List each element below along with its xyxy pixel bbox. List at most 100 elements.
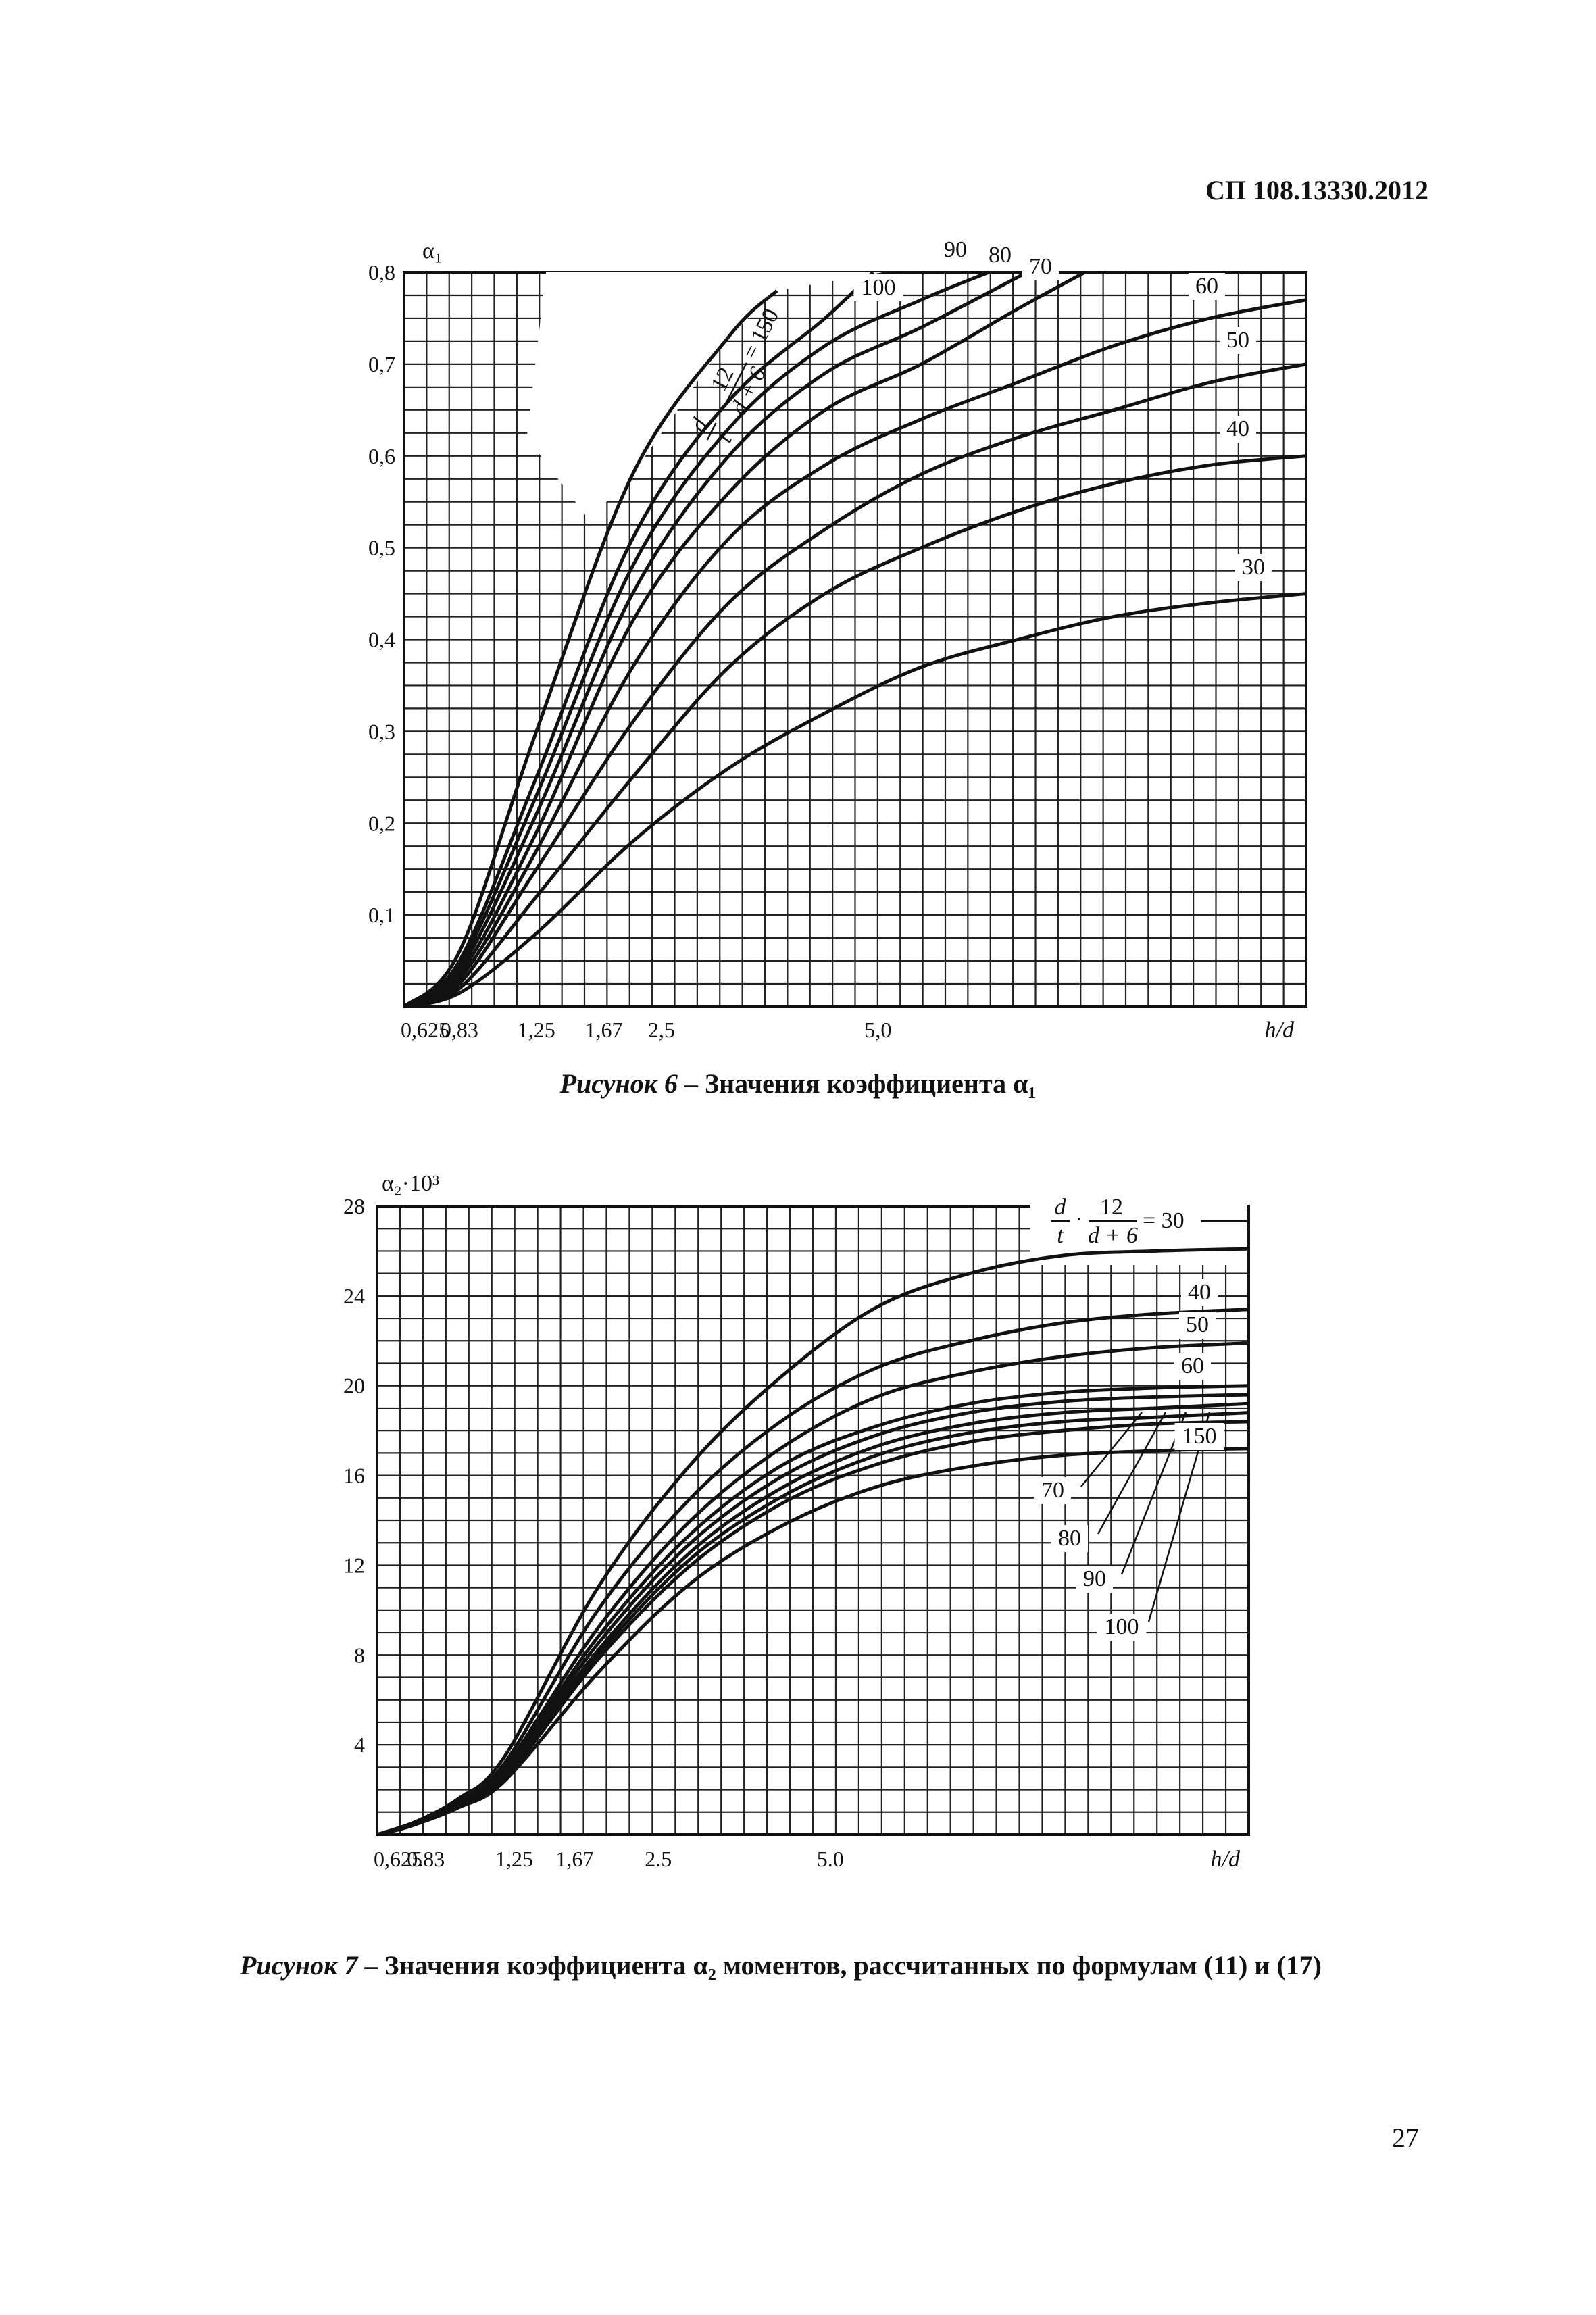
series-line-150 <box>403 289 778 1008</box>
x-tick-label: 0,625 <box>374 1847 422 1871</box>
series-label-bg <box>1022 253 1059 280</box>
series-lines <box>376 1247 1249 1837</box>
y-tick-label: 0,2 <box>368 811 395 835</box>
y-tick-label: 0,6 <box>368 444 395 468</box>
series-label-bg <box>937 237 974 264</box>
y-tick-label: 0,4 <box>368 628 395 652</box>
formula-value: = 30 <box>1143 1208 1184 1233</box>
series-label-90: 90 <box>1083 1566 1106 1591</box>
series-label-bg <box>1034 1477 1071 1504</box>
series-label-90: 90 <box>944 237 967 262</box>
series-line-30 <box>403 592 1307 1009</box>
series-label-bg <box>1076 1566 1113 1593</box>
document-code: СП 108.13330.2012 <box>1205 175 1428 205</box>
y-tick-label: 0,1 <box>368 903 395 927</box>
figure-6-number: Рисунок 6 <box>559 1068 678 1099</box>
figure-6-caption: Рисунок 6 – Значения коэффициента α₁ <box>0 1068 1596 1099</box>
figure-6-caption-text: – Значения коэффициента α₁ <box>677 1068 1037 1099</box>
x-tick-label: 5,0 <box>864 1018 891 1042</box>
series-line-60 <box>403 298 1307 1009</box>
y-tick-label: 8 <box>354 1643 365 1667</box>
y-tick-label: 20 <box>343 1374 365 1398</box>
y-tick-label: 4 <box>354 1733 365 1757</box>
formula-dot: · <box>1075 1207 1082 1232</box>
series-line-70 <box>403 270 1086 1009</box>
series-label-50: 50 <box>1226 328 1249 353</box>
page-number: 27 <box>1392 2122 1419 2153</box>
series-line-150 <box>376 1447 1249 1837</box>
series-label-bg <box>1097 1614 1147 1641</box>
series-label-70: 70 <box>1029 254 1052 279</box>
x-tick-label: 0.83 <box>407 1847 445 1871</box>
y-axis-title: α₂·10³ <box>382 1171 439 1196</box>
plot-frame <box>376 1205 1250 1836</box>
y-tick-label: 16 <box>343 1464 365 1488</box>
formula-den-1: t <box>1057 1223 1064 1248</box>
series-label-bg <box>1181 1279 1218 1306</box>
series-line-50 <box>403 362 1307 1009</box>
series-label-bg <box>982 242 1018 269</box>
formula-bar-2 <box>724 362 748 407</box>
series-line-80 <box>403 270 1028 1009</box>
figure-7-caption: Рисунок 7 – Значения коэффициента α₂ мом… <box>240 1949 1322 1981</box>
x-tick-label: 1,67 <box>555 1847 593 1871</box>
formula-num-2: 12 <box>1100 1195 1123 1220</box>
y-tick-label: 0,3 <box>368 719 395 743</box>
series-label-150: 150 <box>1182 1424 1217 1449</box>
x-tick-label: 5.0 <box>817 1847 844 1871</box>
y-tick-label: 28 <box>343 1194 365 1218</box>
figure-7-number: Рисунок 7 <box>240 1950 358 1981</box>
y-tick-label: 0,7 <box>368 352 395 376</box>
series-line-40 <box>376 1308 1249 1837</box>
formula-num-1: d <box>1055 1195 1067 1220</box>
series-label-30: 30 <box>1242 555 1265 580</box>
x-tick-label: 2.5 <box>645 1847 672 1871</box>
series-label-50: 50 <box>1186 1312 1209 1337</box>
series-label-80: 80 <box>1058 1526 1081 1551</box>
x-axis-title: h/d <box>1211 1847 1241 1872</box>
series-label-bg <box>1174 1353 1211 1380</box>
y-axis-title: α₁ <box>422 239 443 264</box>
series-lines <box>403 270 1307 1009</box>
y-tick-label: 12 <box>343 1553 365 1577</box>
series-label-bg <box>1220 416 1256 443</box>
x-axis-title: h/d <box>1265 1018 1295 1043</box>
x-tick-label: 0,83 <box>441 1018 478 1042</box>
series-label-100: 100 <box>1105 1614 1139 1639</box>
series-label-bg <box>1179 1312 1216 1339</box>
y-tick-label: 0,8 <box>368 260 395 284</box>
series-label-bg <box>1220 327 1256 354</box>
figure-7-caption-text: – Значения коэффициента α₂ моментов, рас… <box>357 1950 1322 1981</box>
y-tick-label: 24 <box>343 1284 365 1308</box>
series-label-80: 80 <box>989 243 1012 268</box>
series-label-70: 70 <box>1041 1478 1064 1503</box>
x-tick-label: 1,67 <box>584 1018 622 1042</box>
series-label-bg <box>853 274 903 301</box>
series-label-60: 60 <box>1195 274 1218 299</box>
series-line-40 <box>403 454 1307 1009</box>
x-tick-label: 1,25 <box>495 1847 533 1871</box>
series-label-bg <box>1174 1423 1224 1450</box>
y-tick-label: 0,5 <box>368 536 395 560</box>
series-line-90 <box>403 270 990 1009</box>
series-label-bg <box>1051 1525 1088 1552</box>
series-label-40: 40 <box>1226 416 1249 441</box>
x-tick-label: 2,5 <box>648 1018 675 1042</box>
x-tick-label: 0,625 <box>401 1018 449 1042</box>
param-formula: dt · 12 d + 6= 30 <box>1051 1195 1247 1248</box>
series-line-30 <box>376 1247 1249 1837</box>
series-label-bg <box>1235 554 1272 581</box>
series-line-100 <box>403 271 874 1009</box>
formula-bar-1 <box>706 422 717 441</box>
grid-lines <box>376 1205 1250 1836</box>
x-tick-label: 1,25 <box>518 1018 555 1042</box>
formula-mask <box>526 272 883 520</box>
series-label-60: 60 <box>1181 1353 1204 1378</box>
leader-line-70 <box>1080 1412 1143 1487</box>
series-label-bg <box>1189 273 1225 300</box>
series-label-100: 100 <box>862 275 896 300</box>
leader-line-80 <box>1097 1412 1167 1535</box>
